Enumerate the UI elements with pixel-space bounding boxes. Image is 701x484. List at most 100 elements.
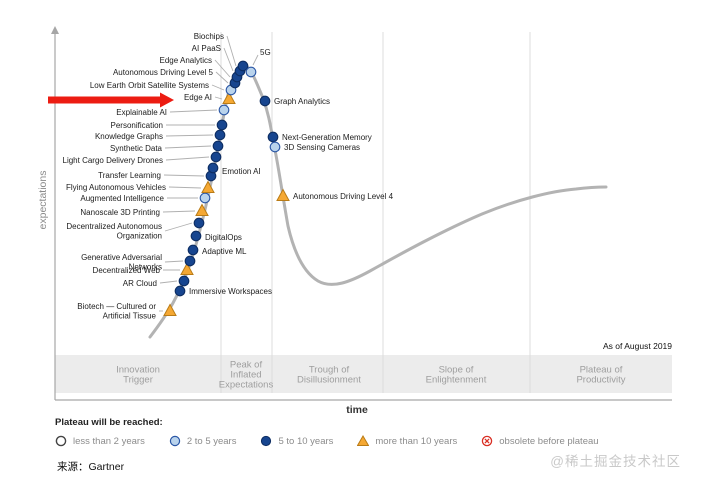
point-label-nanoscale-3d-printing: Nanoscale 3D Printing (80, 208, 160, 217)
marker-emotion-ai (207, 162, 219, 174)
connector-edge-ai (214, 96, 223, 100)
legend-items: less than 2 years 2 to 5 years 5 to 10 yea… (55, 435, 599, 447)
marker-edge-ai (222, 91, 236, 104)
connector-autonomous-driving-level-5 (215, 71, 229, 84)
point-label-emotion-ai: Emotion AI (222, 167, 261, 176)
connector-biochips (226, 35, 237, 67)
marker-adaptive-ml (187, 244, 199, 256)
marker-nanoscale-3d-printing (195, 203, 209, 216)
point-label-adaptive-ml: Adaptive ML (202, 247, 247, 256)
circle-dark-icon (261, 435, 272, 447)
marker-personification (216, 119, 228, 131)
point-label-autonomous-driving-level-4: Autonomous Driving Level 4 (293, 192, 394, 201)
as-of-label: As of August 2019 (603, 341, 672, 351)
marker-3d-sensing-cameras (269, 141, 281, 153)
point-label-generative-adversarial-networks: Generative Adversarial Networks (81, 253, 162, 272)
point-label-augmented-intelligence: Augmented Intelligence (80, 194, 164, 203)
marker-light-cargo-delivery-drones (210, 151, 222, 163)
point-label-biotech-cultured-or-artificial-tissue: Biotech — Cultured or Artificial Tissue (77, 302, 156, 321)
connector-synthetic-data (164, 145, 212, 149)
hype-cycle-chart: Innovation Trigger Peak of Inflated Expectat… (37, 26, 672, 416)
marker-synthetic-data (212, 140, 224, 152)
marker-ar-cloud (178, 275, 190, 287)
marker-biochips (237, 60, 249, 72)
y-axis-arrowhead (51, 26, 59, 34)
point-label-flying-autonomous-vehicles: Flying Autonomous Vehicles (66, 183, 166, 192)
marker-explainable-ai (218, 104, 230, 116)
marker-immersive-workspaces (174, 285, 186, 297)
point-label-low-earth-orbit-satellite-systems: Low Earth Orbit Satellite Systems (90, 81, 209, 90)
connector-transfer-learning (163, 174, 205, 177)
point-label-ai-paas: AI PaaS (192, 44, 221, 53)
point-label-ar-cloud: AR Cloud (123, 279, 157, 288)
connector-nanoscale-3d-printing (162, 210, 196, 213)
phase-label-4: Slope of Enlightenment (426, 364, 487, 385)
point-label-transfer-learning: Transfer Learning (98, 171, 161, 180)
point-label-digitalops: DigitalOps (205, 233, 242, 242)
phase-label-3: Trough of Disillusionment (297, 364, 361, 385)
point-label-personification: Personification (111, 121, 163, 130)
circle-white-icon (55, 435, 67, 447)
connector-explainable-ai (169, 109, 218, 113)
highlight-arrow-head (160, 92, 174, 108)
point-label-graph-analytics: Graph Analytics (274, 97, 330, 106)
marker-augmented-intelligence (199, 192, 211, 204)
legend: Plateau will be reached: less than 2 yea… (55, 417, 599, 447)
connector-edge-analytics (214, 59, 231, 78)
obsolete-icon (482, 435, 493, 447)
connector-flying-autonomous-vehicles (168, 186, 202, 189)
point-label-decentralized-web: Decentralized Web (93, 266, 161, 275)
phase-band (55, 355, 672, 393)
point-label-5g: 5G (260, 48, 271, 57)
legend-item-label: more than 10 years (375, 435, 458, 447)
point-label-light-cargo-delivery-drones: Light Cargo Delivery Drones (63, 156, 164, 165)
hype-curve (148, 64, 608, 339)
legend-item-obsolete-before-plateau: obsolete before plateau (481, 435, 599, 447)
marker-autonomous-driving-level-4 (276, 188, 290, 201)
point-label-edge-ai: Edge AI (184, 93, 212, 102)
marker-decentralized-web (180, 262, 194, 275)
phase-label-1: Innovation Trigger (116, 364, 160, 385)
connector-ai-paas (223, 47, 234, 72)
legend-item-label: less than 2 years (73, 435, 145, 447)
connector-low-earth-orbit-satellite-systems (211, 84, 225, 91)
legend-item-more-than-10-years: more than 10 years (357, 435, 457, 447)
phase-label-2: Peak of Inflated Expectations (219, 359, 274, 390)
phase-label-5: Plateau of Productivity (576, 364, 625, 385)
legend-item-label: 2 to 5 years (186, 435, 237, 447)
marker-digitalops (190, 230, 202, 242)
y-axis-title: expectations (37, 171, 49, 230)
legend-title: Plateau will be reached: (55, 417, 163, 428)
point-label-synthetic-data: Synthetic Data (110, 144, 163, 153)
legend-item-label: obsolete before plateau (499, 435, 599, 447)
connector-ar-cloud (159, 280, 178, 284)
point-label-3d-sensing-cameras: 3D Sensing Cameras (284, 143, 360, 152)
point-label-decentralized-autonomous-organization: Decentralized Autonomous Organization (66, 222, 162, 241)
marker-generative-adversarial-networks (184, 255, 196, 267)
highlight-arrow-body (48, 96, 160, 104)
legend-item-label: 5 to 10 years (278, 435, 334, 447)
connector-light-cargo-delivery-drones (165, 156, 210, 161)
circle-light-icon (169, 435, 181, 447)
point-label-edge-analytics: Edge Analytics (160, 56, 212, 65)
marker-knowledge-graphs (214, 129, 226, 141)
connector-5g (252, 54, 259, 66)
connector-knowledge-graphs (165, 134, 214, 137)
connector-generative-adversarial-networks (164, 260, 184, 263)
marker-5g (245, 66, 257, 78)
marker-flying-autonomous-vehicles (201, 180, 215, 193)
legend-item-2-to-5-years: 2 to 5 years (169, 435, 237, 447)
marker-graph-analytics (259, 95, 271, 107)
marker-biotech-cultured-or-artificial-tissue (163, 303, 177, 316)
marker-next-generation-memory (267, 131, 279, 143)
x-axis-title: time (346, 404, 368, 416)
legend-item-less-than-2-years: less than 2 years (55, 435, 145, 447)
watermark: @稀土掘金技术社区 (550, 454, 681, 469)
point-label-autonomous-driving-level-5: Autonomous Driving Level 5 (113, 68, 214, 77)
point-label-biochips: Biochips (194, 32, 224, 41)
marker-decentralized-autonomous-organization (193, 217, 205, 229)
source-label: 来源：Gartner (57, 461, 125, 473)
connector-decentralized-autonomous-organization (164, 222, 193, 232)
point-label-immersive-workspaces: Immersive Workspaces (189, 287, 272, 296)
